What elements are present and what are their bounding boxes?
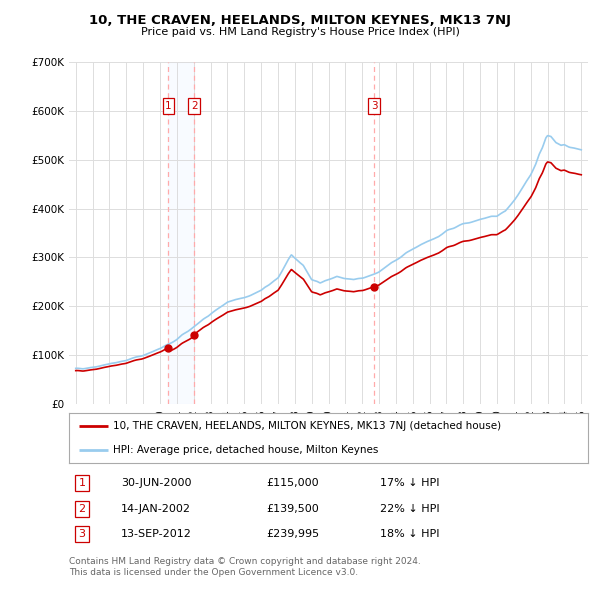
Text: 3: 3	[371, 101, 377, 111]
Text: Contains HM Land Registry data © Crown copyright and database right 2024.: Contains HM Land Registry data © Crown c…	[69, 557, 421, 566]
Text: 22% ↓ HPI: 22% ↓ HPI	[380, 504, 440, 514]
Bar	[169, 62, 194, 404]
Text: £139,500: £139,500	[266, 504, 319, 514]
Text: £239,995: £239,995	[266, 529, 319, 539]
Text: 13-SEP-2012: 13-SEP-2012	[121, 529, 192, 539]
Text: HPI: Average price, detached house, Milton Keynes: HPI: Average price, detached house, Milt…	[113, 445, 379, 455]
Text: 14-JAN-2002: 14-JAN-2002	[121, 504, 191, 514]
Text: 30-JUN-2000: 30-JUN-2000	[121, 478, 191, 489]
Text: 2: 2	[191, 101, 197, 111]
Text: This data is licensed under the Open Government Licence v3.0.: This data is licensed under the Open Gov…	[69, 568, 358, 577]
Text: 10, THE CRAVEN, HEELANDS, MILTON KEYNES, MK13 7NJ: 10, THE CRAVEN, HEELANDS, MILTON KEYNES,…	[89, 14, 511, 27]
Text: 2: 2	[79, 504, 86, 514]
Text: 17% ↓ HPI: 17% ↓ HPI	[380, 478, 440, 489]
Text: 10, THE CRAVEN, HEELANDS, MILTON KEYNES, MK13 7NJ (detached house): 10, THE CRAVEN, HEELANDS, MILTON KEYNES,…	[113, 421, 501, 431]
Text: 3: 3	[79, 529, 85, 539]
Text: 18% ↓ HPI: 18% ↓ HPI	[380, 529, 440, 539]
Text: £115,000: £115,000	[266, 478, 319, 489]
Text: Price paid vs. HM Land Registry's House Price Index (HPI): Price paid vs. HM Land Registry's House …	[140, 28, 460, 37]
Text: 1: 1	[79, 478, 85, 489]
Text: 1: 1	[165, 101, 172, 111]
